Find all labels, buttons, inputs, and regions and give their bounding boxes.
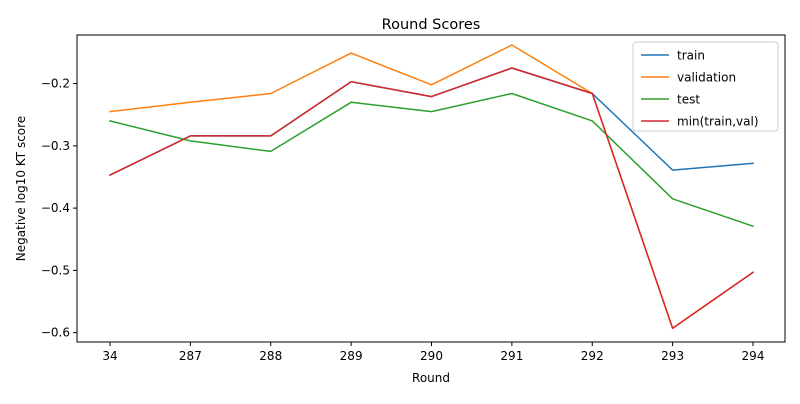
y-tick-label: −0.4: [41, 201, 70, 215]
x-tick-label: 287: [179, 349, 202, 363]
x-axis: 34 287 288 289 290 291 292 293 294: [102, 342, 764, 363]
legend-label: min(train,val): [677, 115, 759, 129]
series-group: [108, 44, 755, 330]
y-tick-label: −0.6: [41, 326, 70, 340]
legend-label: train: [677, 49, 705, 63]
x-tick-label: 294: [742, 349, 765, 363]
x-tick-label: 292: [581, 349, 604, 363]
series-line-test: [109, 92, 754, 228]
legend-label: validation: [677, 71, 736, 85]
y-tick-label: −0.3: [41, 139, 70, 153]
x-tick-label: 291: [500, 349, 523, 363]
series-line-min-train-val-: [108, 67, 755, 330]
y-axis: −0.6 −0.5 −0.4 −0.3 −0.2: [41, 77, 77, 340]
x-tick-label: 293: [661, 349, 684, 363]
legend-frame: [632, 41, 779, 132]
x-axis-title: Round: [412, 371, 450, 385]
y-axis-title: Negative log10 KT score: [14, 116, 28, 261]
x-tick-label: 34: [102, 349, 117, 363]
x-tick-label: 290: [420, 349, 443, 363]
y-tick-label: −0.2: [41, 77, 70, 91]
legend: train validation test min(train,val): [632, 41, 779, 132]
x-tick-label: 288: [259, 349, 282, 363]
chart-title: Round Scores: [382, 17, 481, 33]
legend-label: test: [677, 93, 700, 107]
x-tick-label: 289: [340, 349, 363, 363]
y-tick-label: −0.5: [41, 263, 70, 277]
